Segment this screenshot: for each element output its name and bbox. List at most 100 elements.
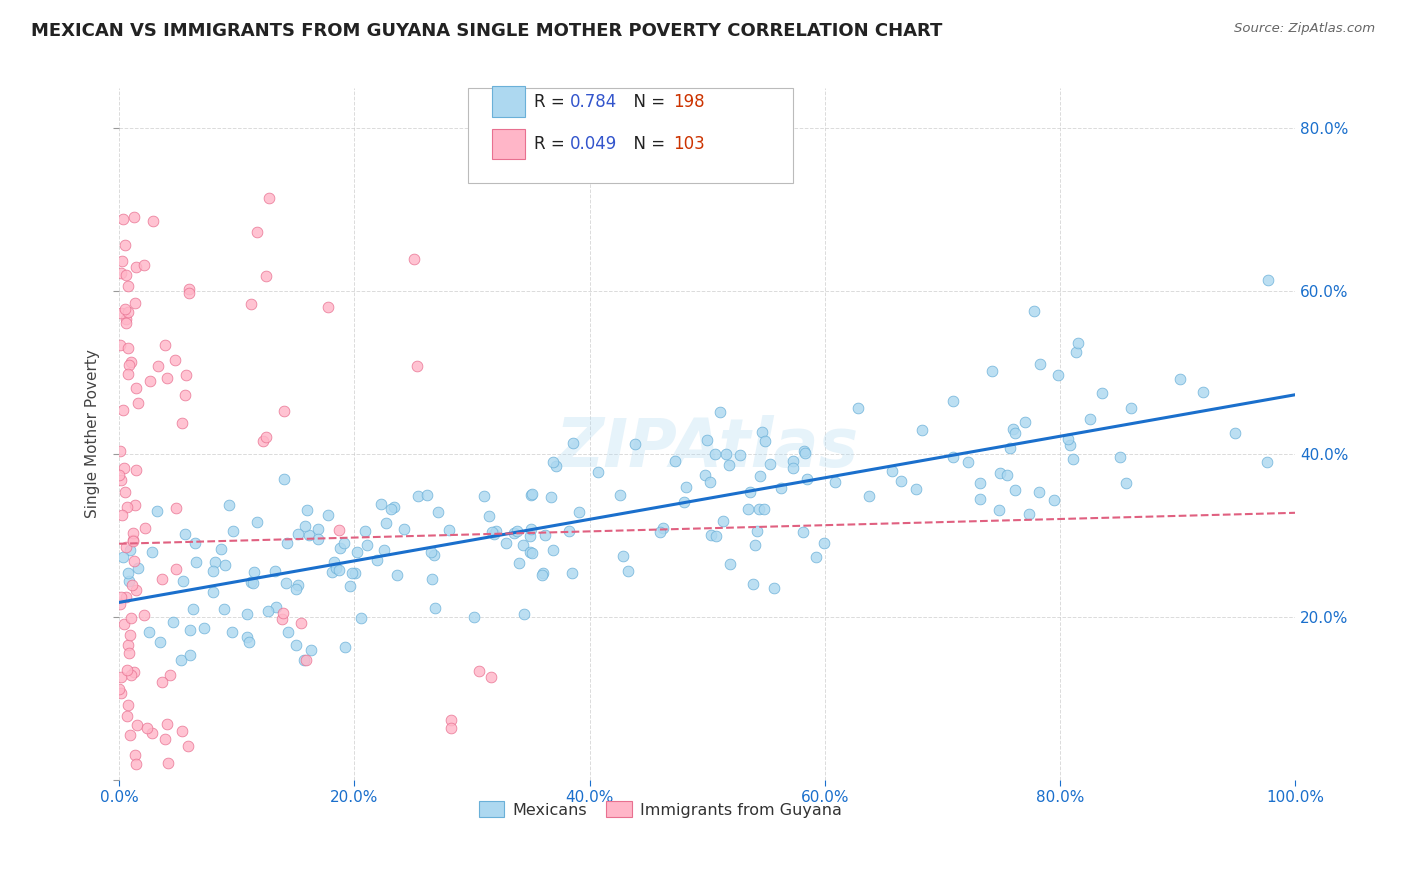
Point <box>170 416 193 430</box>
Point <box>125 260 148 274</box>
Point <box>112 460 135 475</box>
Point <box>117 708 139 723</box>
Point <box>782 461 804 475</box>
Point <box>704 529 727 543</box>
Point <box>125 718 148 732</box>
Point <box>437 523 460 537</box>
Point <box>124 296 146 310</box>
Point <box>285 582 308 597</box>
Point <box>485 524 508 539</box>
Point <box>125 381 148 395</box>
Point <box>1056 433 1078 447</box>
Point <box>675 480 697 494</box>
Point <box>1059 437 1081 451</box>
Point <box>440 722 463 736</box>
Point <box>562 435 585 450</box>
Text: R =: R = <box>534 135 571 153</box>
Point <box>117 638 139 652</box>
Point <box>277 625 299 640</box>
Point <box>155 716 177 731</box>
Point <box>117 566 139 580</box>
Point <box>316 301 339 315</box>
Point <box>1064 345 1087 359</box>
Point <box>214 558 236 572</box>
Point <box>290 615 312 630</box>
Point <box>221 524 243 538</box>
Point <box>543 455 565 469</box>
Point <box>254 268 277 283</box>
Point <box>749 469 772 483</box>
Point <box>333 640 356 654</box>
Point <box>718 557 741 571</box>
Point <box>323 555 346 569</box>
Point <box>118 728 141 742</box>
Point <box>329 541 352 556</box>
Point <box>138 625 160 640</box>
Point <box>1256 454 1278 468</box>
Point <box>184 536 207 550</box>
Point <box>981 364 1004 378</box>
Point <box>520 546 543 560</box>
Point <box>148 359 170 373</box>
Point <box>423 548 446 562</box>
Point <box>273 606 295 620</box>
Point <box>1000 441 1022 455</box>
Point <box>141 545 163 559</box>
Point <box>339 579 361 593</box>
Point <box>111 254 134 268</box>
Point <box>394 522 416 536</box>
Point <box>162 615 184 630</box>
Point <box>117 304 139 318</box>
Point <box>236 631 259 645</box>
Point <box>1078 412 1101 426</box>
Point <box>252 434 274 448</box>
Point <box>122 525 145 540</box>
FancyBboxPatch shape <box>492 87 524 117</box>
Point <box>353 524 375 538</box>
Point <box>298 527 321 541</box>
Point <box>956 455 979 469</box>
Point <box>287 578 309 592</box>
Point <box>1257 273 1279 287</box>
Point <box>295 653 318 667</box>
Text: 0.784: 0.784 <box>569 93 617 111</box>
Point <box>380 502 402 516</box>
Point <box>209 541 232 556</box>
Point <box>770 481 793 495</box>
Point <box>1004 483 1026 498</box>
Point <box>1108 450 1130 464</box>
Point <box>481 525 503 540</box>
Point <box>440 713 463 727</box>
Point <box>159 668 181 682</box>
Point <box>506 524 529 538</box>
Text: 0.049: 0.049 <box>569 135 617 153</box>
Point <box>114 590 136 604</box>
Point <box>328 523 350 537</box>
Point <box>782 453 804 467</box>
Point <box>1001 422 1024 436</box>
Point <box>328 563 350 577</box>
Point <box>110 267 132 281</box>
Point <box>165 500 187 515</box>
Point <box>134 258 156 272</box>
Point <box>1168 372 1191 386</box>
Point <box>672 495 695 509</box>
Point <box>124 748 146 763</box>
Point <box>463 610 485 624</box>
Point <box>1029 357 1052 371</box>
Point <box>202 584 225 599</box>
Point <box>284 638 307 652</box>
Point <box>1004 425 1026 440</box>
Point <box>264 599 287 614</box>
Point <box>122 665 145 679</box>
Point <box>163 352 186 367</box>
Point <box>270 612 292 626</box>
Point <box>794 446 817 460</box>
Point <box>704 447 727 461</box>
Point <box>1043 493 1066 508</box>
Point <box>846 401 869 415</box>
Point <box>617 564 640 578</box>
Point <box>121 577 143 591</box>
Point <box>520 522 543 536</box>
Point <box>540 491 562 505</box>
